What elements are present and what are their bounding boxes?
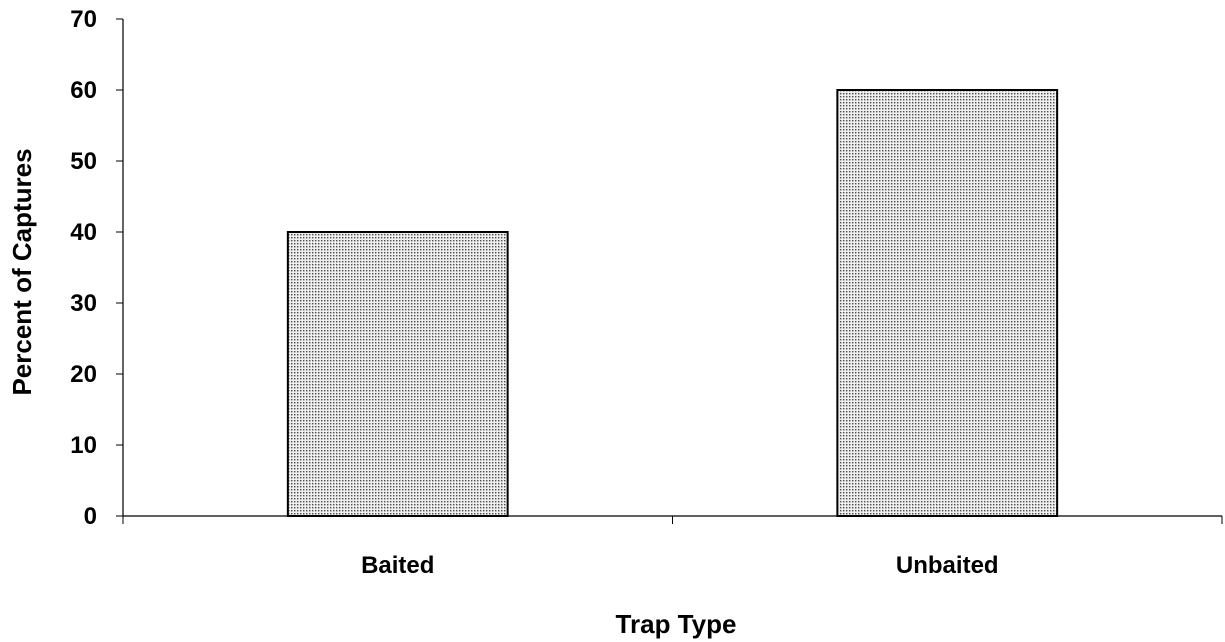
x-axis-title: Trap Type xyxy=(616,609,737,639)
y-tick-label: 40 xyxy=(70,219,97,246)
axes xyxy=(122,19,1223,524)
y-tick-label: 30 xyxy=(70,290,97,317)
y-tick-label: 70 xyxy=(70,6,97,33)
x-tick-label: Baited xyxy=(361,552,434,579)
x-axis-labels: Baited Unbaited xyxy=(361,552,999,579)
bar xyxy=(836,89,1059,517)
y-tick-label: 0 xyxy=(84,503,97,530)
bars xyxy=(286,89,1059,517)
y-tick-label: 20 xyxy=(70,361,97,388)
y-tick-label: 50 xyxy=(70,148,97,175)
bar xyxy=(286,231,509,517)
x-tick-label: Unbaited xyxy=(896,552,999,579)
y-axis-title: Percent of Captures xyxy=(7,148,37,395)
y-tick-label: 60 xyxy=(70,77,97,104)
y-axis-ticks: 0 10 20 30 40 50 60 70 xyxy=(70,6,123,530)
y-tick-label: 10 xyxy=(70,432,97,459)
